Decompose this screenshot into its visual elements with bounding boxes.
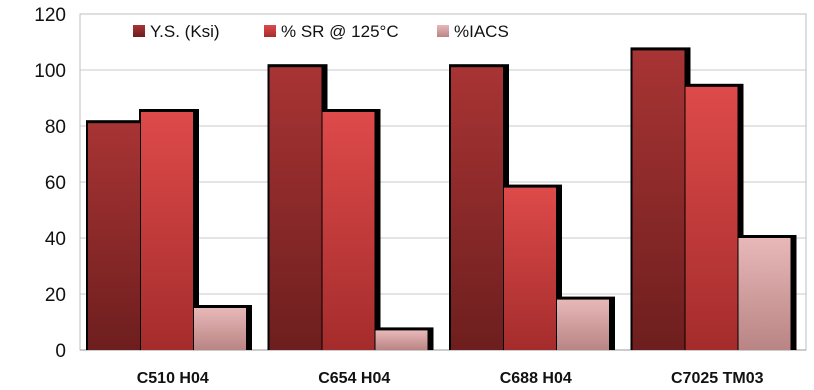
bar-0-3 — [632, 50, 685, 351]
y-tick-label: 100 — [34, 61, 66, 82]
legend-swatch-0 — [133, 25, 145, 37]
bar-2-2 — [557, 299, 609, 350]
x-category-label: C510 H04 — [137, 370, 209, 387]
y-tick-label: 120 — [34, 5, 66, 26]
bars — [88, 50, 791, 351]
bar-1-2 — [504, 187, 556, 350]
legend-swatch-2 — [437, 25, 449, 37]
legend-label-0: Y.S. (Ksi) — [150, 22, 220, 41]
y-axis-ticks: 0 20 40 60 80 100 120 — [34, 5, 66, 362]
y-tick-label: 60 — [45, 173, 66, 194]
y-tick-label: 20 — [45, 285, 66, 306]
bar-2-3 — [738, 238, 791, 350]
y-tick-label: 40 — [45, 229, 66, 250]
bar-1-0 — [141, 112, 193, 350]
bar-0-2 — [451, 67, 503, 350]
x-category-label: C688 H04 — [500, 370, 572, 387]
legend: Y.S. (Ksi) % SR @ 125°C %IACS — [133, 22, 509, 41]
bar-2-1 — [375, 330, 428, 350]
x-category-label: C7025 TM03 — [671, 370, 764, 387]
bar-0-1 — [269, 67, 322, 350]
legend-swatch-1 — [264, 25, 276, 37]
legend-label-1: % SR @ 125°C — [281, 22, 399, 41]
x-axis-categories: C510 H04 C654 H04 C688 H04 C7025 TM03 — [137, 370, 764, 387]
bar-2-0 — [194, 308, 246, 350]
y-tick-label: 0 — [55, 341, 66, 362]
bar-0-0 — [88, 123, 140, 350]
legend-label-2: %IACS — [454, 22, 509, 41]
y-tick-label: 80 — [45, 117, 66, 138]
x-category-label: C654 H04 — [318, 370, 390, 387]
bar-1-1 — [322, 112, 375, 350]
bar-1-3 — [685, 86, 738, 351]
